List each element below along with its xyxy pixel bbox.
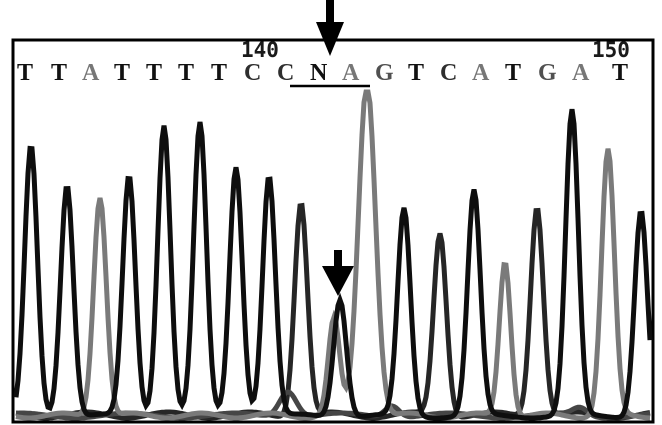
base-call-13: T — [408, 60, 424, 86]
top-arrow-shaft — [326, 0, 334, 24]
top-arrow-head — [316, 22, 344, 56]
position-label-150: 150 — [592, 38, 630, 62]
base-call-17: G — [538, 60, 557, 86]
base-call-5: T — [146, 60, 162, 86]
base-call-1: T — [17, 60, 33, 86]
base-call-15: A — [472, 60, 490, 86]
base-call-19: T — [612, 60, 628, 86]
base-call-18: A — [572, 60, 590, 86]
base-call-2: T — [51, 60, 67, 86]
trace-t — [13, 108, 653, 421]
base-call-11: A — [342, 60, 360, 86]
base-call-14: C — [440, 60, 457, 86]
base-call-4: T — [114, 60, 130, 86]
trace-a — [15, 89, 651, 421]
peak-arrow-shaft — [334, 250, 342, 270]
base-call-16: T — [505, 60, 521, 86]
base-call-12: G — [375, 60, 394, 86]
base-call-6: T — [178, 60, 194, 86]
peak-arrow-head — [322, 266, 354, 296]
top-arrow — [316, 0, 344, 56]
base-call-7: T — [211, 60, 227, 86]
peak-arrow — [322, 250, 354, 296]
chromatogram-traces — [13, 89, 653, 421]
base-call-3: A — [82, 60, 100, 86]
base-call-sequence: T T A T T T T C C N A G T C A T G A T — [17, 60, 628, 86]
position-label-140: 140 — [241, 38, 279, 62]
base-call-9: C — [277, 60, 294, 86]
base-call-8: C — [244, 60, 261, 86]
base-call-10-ambiguous: N — [310, 60, 328, 86]
